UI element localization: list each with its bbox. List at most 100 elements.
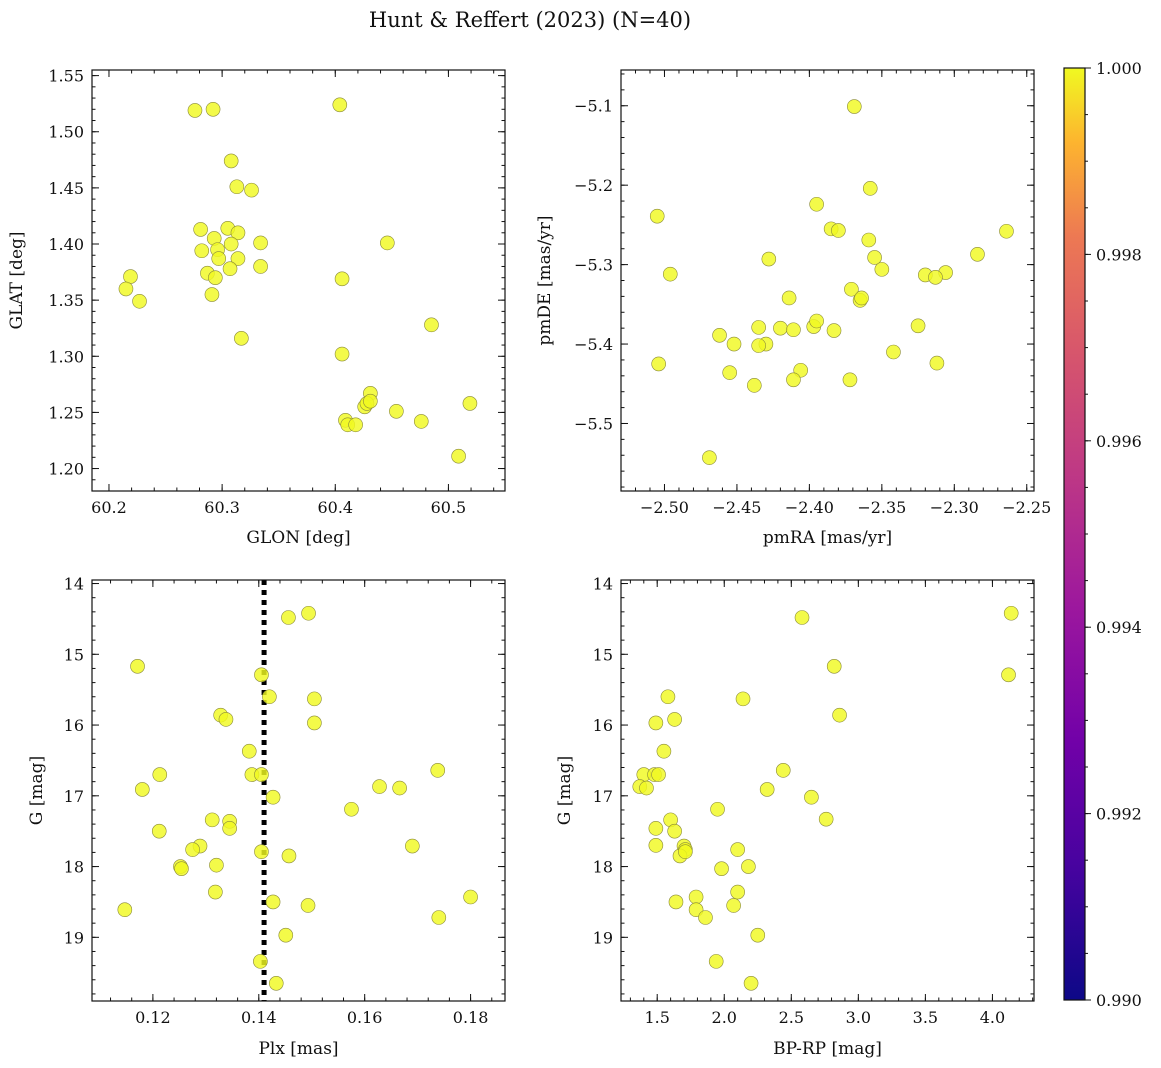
data-point bbox=[334, 271, 350, 287]
data-point bbox=[741, 859, 756, 874]
y-tick-label: 1.45 bbox=[48, 179, 84, 198]
data-point bbox=[254, 844, 269, 860]
data-point bbox=[380, 235, 395, 251]
data-point bbox=[451, 448, 466, 464]
y-tick-label: −5.4 bbox=[574, 335, 613, 354]
data-point bbox=[786, 372, 801, 388]
data-point bbox=[710, 801, 725, 817]
data-point bbox=[229, 179, 245, 195]
x-tick-label: 60.2 bbox=[91, 498, 127, 517]
data-point bbox=[135, 782, 150, 797]
data-point bbox=[743, 976, 759, 991]
y-tick-label: 1.20 bbox=[48, 460, 84, 479]
x-tick-label: −2.40 bbox=[785, 498, 834, 517]
data-point bbox=[405, 838, 420, 854]
x-tick-label: 60.4 bbox=[317, 498, 353, 517]
data-point bbox=[649, 208, 665, 224]
x-tick-label: −2.25 bbox=[1002, 498, 1051, 517]
data-point bbox=[204, 812, 220, 828]
data-point bbox=[372, 779, 387, 794]
data-point bbox=[300, 898, 316, 913]
y-tick-label: 16 bbox=[64, 716, 84, 735]
x-tick-label: 4.0 bbox=[980, 1008, 1005, 1027]
data-point bbox=[794, 610, 810, 625]
data-point bbox=[132, 293, 147, 309]
data-point bbox=[773, 320, 788, 336]
x-axis-label: pmRA [mas/yr] bbox=[763, 528, 892, 548]
data-point bbox=[862, 181, 878, 196]
data-point bbox=[254, 667, 269, 683]
y-axis-label: G [mag] bbox=[27, 756, 47, 825]
data-point bbox=[222, 261, 238, 277]
colorbar-tick-label: 0.994 bbox=[1096, 618, 1142, 637]
y-tick-label: 18 bbox=[593, 858, 613, 877]
data-point bbox=[809, 313, 824, 329]
data-point bbox=[230, 251, 246, 266]
y-tick-label: 15 bbox=[64, 645, 84, 664]
colorbar-tick-label: 0.996 bbox=[1096, 432, 1142, 451]
x-axis-label: BP-RP [mag] bbox=[773, 1039, 882, 1059]
data-point bbox=[667, 712, 682, 727]
y-tick-label: 16 bbox=[593, 716, 613, 735]
data-point bbox=[278, 927, 294, 943]
data-point bbox=[205, 101, 221, 117]
data-point bbox=[223, 236, 239, 252]
data-point bbox=[211, 251, 227, 266]
data-point bbox=[844, 281, 859, 297]
data-point bbox=[208, 270, 223, 285]
data-point bbox=[244, 182, 259, 198]
data-point bbox=[970, 246, 985, 262]
y-axis-label: G [mag] bbox=[555, 756, 575, 825]
data-point bbox=[867, 250, 882, 265]
data-point bbox=[708, 954, 724, 969]
panel-bprp-g: 1.5 2.0 2.5 3.0 3.5 4.0 14 15 16 17 18 19 BP-RP [ma… bbox=[555, 575, 1035, 1059]
data-point bbox=[928, 270, 943, 285]
data-point bbox=[999, 223, 1014, 239]
data-point bbox=[667, 823, 682, 839]
data-point bbox=[334, 346, 350, 362]
data-point bbox=[781, 290, 797, 306]
data-point bbox=[910, 318, 926, 334]
data-point bbox=[826, 323, 842, 338]
data-point bbox=[204, 287, 220, 302]
data-point bbox=[413, 414, 429, 429]
data-point bbox=[230, 225, 246, 241]
data-point bbox=[185, 842, 200, 857]
data-point bbox=[348, 417, 363, 433]
data-point bbox=[726, 336, 742, 352]
y-tick-label: 1.40 bbox=[48, 235, 84, 254]
data-point bbox=[187, 103, 203, 118]
data-point bbox=[424, 317, 439, 333]
data-point bbox=[826, 659, 842, 674]
data-point bbox=[301, 605, 316, 621]
data-point bbox=[117, 902, 133, 918]
data-point bbox=[265, 789, 281, 805]
axes-frame bbox=[91, 69, 506, 492]
data-point bbox=[208, 884, 223, 900]
y-tick-label: 19 bbox=[64, 928, 84, 947]
data-point bbox=[886, 344, 901, 360]
y-tick-label: 19 bbox=[593, 928, 613, 947]
x-tick-label: −2.35 bbox=[857, 498, 906, 517]
data-point bbox=[268, 976, 284, 991]
data-point bbox=[222, 821, 237, 836]
data-point bbox=[430, 763, 446, 778]
data-point bbox=[130, 659, 145, 674]
data-point bbox=[223, 153, 239, 169]
data-point bbox=[668, 894, 684, 910]
data-point bbox=[726, 898, 741, 913]
panel-glon-glat: 60.2 60.3 60.4 60.5 1.20 1.25 1.30 1.35 1.40 1.45… bbox=[7, 67, 506, 548]
data-point bbox=[174, 861, 189, 876]
y-tick-label: 15 bbox=[593, 645, 613, 664]
chart-title: Hunt & Reffert (2023) (N=40) bbox=[369, 8, 691, 32]
data-point bbox=[218, 712, 234, 727]
data-point bbox=[712, 328, 727, 343]
data-point bbox=[1003, 605, 1019, 621]
y-tick-label: 17 bbox=[64, 787, 84, 806]
data-point bbox=[389, 403, 404, 419]
y-tick-label: 14 bbox=[593, 575, 613, 594]
data-point bbox=[874, 262, 890, 277]
data-point bbox=[392, 780, 407, 796]
y-tick-label: 1.35 bbox=[48, 291, 84, 310]
